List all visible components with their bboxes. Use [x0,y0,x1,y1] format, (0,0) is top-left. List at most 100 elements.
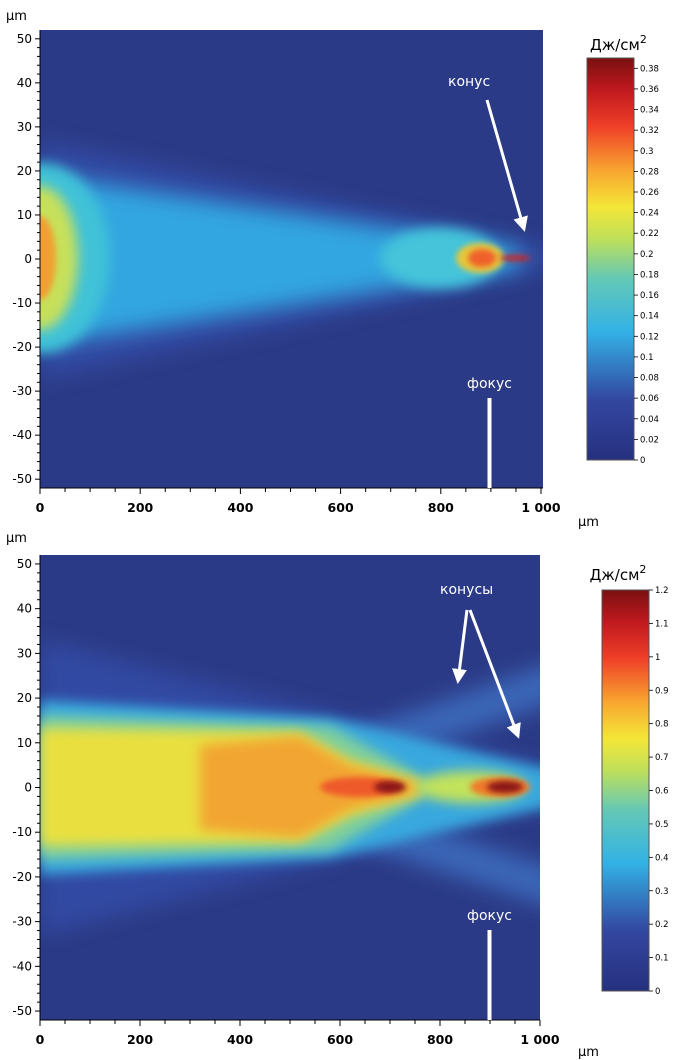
bottom-y-tick-label: 10 [17,736,32,750]
bottom-red-streak [320,777,400,797]
bottom-y-tick-label: -30 [12,915,32,929]
top-entrance-glow [40,186,78,330]
bottom-focus-label: фокус [467,908,512,924]
bottom-colorbar-tick-label: 0.2 [655,920,669,930]
top-colorbar-tick-label: 0.16 [640,291,659,301]
bottom-heatmap [40,555,540,1020]
top-focus-label: фокус [467,376,512,392]
bottom-y-tick-label: 40 [17,602,32,616]
top-colorbar-tick-label: 0.28 [640,167,659,177]
top-y-ticks: 50 40 30 20 10 0 -10 -20 -30 -40 -50 [12,32,40,486]
top-y-tick-label: 30 [17,120,32,134]
bottom-y-tick-label: 0 [24,781,32,795]
bottom-y-unit: μm [6,531,27,546]
top-colorbar-tick-label: 0.36 [640,85,659,95]
top-y-tick-label: -20 [12,340,32,354]
top-heatmap [40,30,543,488]
top-y-tick-label: -30 [12,384,32,398]
bottom-y-tick-label: -20 [12,870,32,884]
bottom-cones-arrow-2 [468,609,521,739]
top-colorbar-tick-label: 0.14 [640,312,659,322]
bottom-colorbar-tick-label: 0.7 [655,753,669,763]
bottom-y-tick-label: 20 [17,691,32,705]
top-x-tick-label: 200 [127,500,153,515]
top-y-tick-label: 20 [17,164,32,178]
bottom-x-tick-label: 800 [427,1032,453,1047]
bottom-colorbar-tick-label: 0.1 [655,954,669,964]
bottom-colorbar-tick-label: 0.5 [655,820,669,830]
bottom-colorbar-tick-label: 0.4 [655,853,669,863]
bottom-y-tick-label: -50 [12,1004,32,1018]
bottom-colorbar-gradient [601,589,650,992]
top-x-tick-label: 400 [227,500,253,515]
top-x-tick-label: 800 [428,500,454,515]
bottom-y-tick-label: 30 [17,646,32,660]
top-cone-label: конус [448,74,490,90]
top-x-tick-label: 0 [36,500,45,515]
top-colorbar-tick-label: 0.04 [640,415,659,425]
top-colorbar-tick-label: 0.08 [640,374,659,384]
top-colorbar-tick-label: 0.24 [640,209,659,219]
bottom-y-tick-label: 50 [17,557,32,571]
top-colorbar-title: Дж/см2 [590,33,647,54]
top-x-tick-label: 600 [328,500,354,515]
top-y-tick-label: -40 [12,428,32,442]
top-colorbar-tick-label: 0.06 [640,394,659,404]
top-y-tick-label: 50 [17,32,32,46]
bottom-cones-arrow-1 [452,609,469,684]
top-colorbar-tick-label: 0.12 [640,332,659,342]
bottom-colorbar-tick-label: 1.1 [655,619,669,629]
top-colorbar-tick-label: 0.1 [640,353,654,363]
top-x-tick-label: 1 000 [521,500,560,515]
top-entrance-core [40,216,56,300]
bottom-first-hot-spot [374,781,406,793]
bottom-y-tick-label: -40 [12,959,32,973]
bottom-colorbar-tick-label: 0.6 [655,787,669,797]
top-y-tick-label: -50 [12,472,32,486]
bottom-x-tick-label: 600 [327,1032,353,1047]
bottom-colorbar-tick-label: 1.2 [655,586,669,596]
top-colorbar-tick-label: 0.18 [640,270,659,280]
top-y-tick-label: -10 [12,296,32,310]
top-focal-core [468,249,496,267]
bottom-orange-core [200,736,420,838]
bottom-colorbar-tick-label: 1 [655,653,660,663]
top-colorbar-tick-label: 0.22 [640,229,659,239]
bottom-colorbar-ticks: 1.2 1.1 1 0.9 0.8 0.7 0.6 0.5 0.4 0.3 0.2 0.1 0 [649,586,669,997]
bottom-x-tick-label: 200 [127,1032,153,1047]
top-y-tick-label: 40 [17,76,32,90]
top-focal-halo [380,228,500,288]
bottom-colorbar-tick-label: 0.3 [655,887,669,897]
top-cone-arrow [485,99,528,232]
top-colorbar-ticks: 0.38 0.36 0.34 0.32 0.3 0.28 0.26 0.24 0.22 0.2 0.… [634,64,659,466]
bottom-colorbar: Дж/см2 1.2 1.1 1 0.9 0.8 0.7 0.6 0.5 0.4 0.3 0.2 0.… [590,563,669,997]
bottom-x-tick-label: 0 [36,1032,45,1047]
top-colorbar-tick-label: 0.34 [640,106,659,116]
top-colorbar: Дж/см2 0.380.360.340.320.30.280.260.240.… [586,33,659,466]
top-colorbar-tick-label: 0.26 [640,188,659,198]
bottom-y-ticks: 50 40 30 20 10 0 -10 -20 -30 -40 -50 [12,557,40,1018]
bottom-second-hot-spot [487,781,523,793]
bottom-y-tick-label: -10 [12,825,32,839]
top-colorbar-tick-label: 0.2 [640,250,654,260]
top-cyan-cone [40,175,520,345]
bottom-colorbar-tick-label: 0 [655,987,660,997]
top-colorbar-tick-label: 0.02 [640,435,659,445]
top-colorbar-tick-label: 0.32 [640,126,659,136]
bottom-colorbar-title: Дж/см2 [590,563,647,584]
bottom-x-tick-label: 1 000 [520,1032,559,1047]
bottom-cones-label: конусы [440,582,493,598]
top-colorbar-tick-label: 0.3 [640,147,654,157]
top-x-unit: μm [578,515,599,530]
bottom-x-ticks: 0 200 400 600 800 1 000 [36,1020,560,1047]
top-y-tick-label: 10 [17,208,32,222]
bottom-x-unit: μm [578,1045,599,1060]
bottom-colorbar-tick-label: 0.8 [655,720,669,730]
top-panel: 50 40 30 20 10 0 -10 -20 -30 -40 -50 0 200 400 600 800… [6,9,659,530]
top-y-unit: μm [6,9,27,24]
top-x-ticks: 0 200 400 600 800 1 000 [36,488,561,515]
bottom-x-tick-label: 400 [227,1032,253,1047]
bottom-colorbar-tick-label: 0.9 [655,686,669,696]
